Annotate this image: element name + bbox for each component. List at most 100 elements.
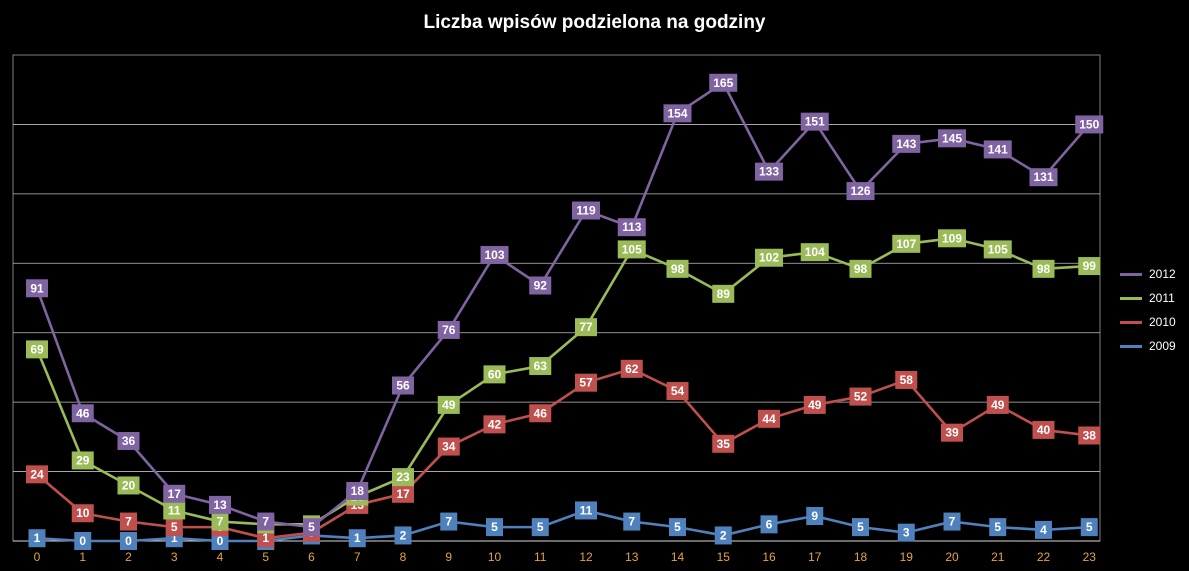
data-label: 76 <box>442 323 456 337</box>
data-label-box <box>529 404 552 423</box>
data-label-box <box>117 476 140 495</box>
data-label: 2 <box>720 528 727 542</box>
data-label: 7 <box>445 515 452 529</box>
series-line-2011 <box>35 236 1090 526</box>
data-label: 1 <box>34 531 41 545</box>
legend-swatch <box>1120 272 1142 276</box>
legend: 2012 2011 2010 2009 <box>1120 262 1176 358</box>
data-label-box <box>755 248 783 267</box>
legend-item-2009: 2009 <box>1120 334 1176 358</box>
data-label: 113 <box>622 220 642 234</box>
data-label-box <box>303 518 320 537</box>
data-label: 1 <box>262 531 269 545</box>
data-label: 0 <box>125 534 132 548</box>
data-label: 7 <box>125 515 132 529</box>
x-tick-label: 15 <box>717 550 731 564</box>
x-tick-label: 18 <box>854 550 868 564</box>
data-label: 11 <box>168 503 181 517</box>
data-label: 0 <box>79 534 86 548</box>
data-label: 46 <box>76 406 90 420</box>
data-label-box <box>1075 115 1104 134</box>
x-tick-label: 5 <box>262 550 269 564</box>
legend-swatch <box>1120 344 1142 348</box>
data-label-box <box>440 512 458 531</box>
data-label: 89 <box>717 287 731 301</box>
data-label: 98 <box>671 262 685 276</box>
data-label-box <box>849 259 872 278</box>
data-label: 7 <box>949 515 956 529</box>
data-label-box <box>483 365 506 384</box>
data-label: 102 <box>759 251 779 265</box>
data-label: 143 <box>896 137 916 151</box>
data-label: 11 <box>580 503 593 517</box>
x-tick-label: 0 <box>34 550 41 564</box>
data-label-box <box>666 382 689 401</box>
data-label: 40 <box>1037 423 1051 437</box>
x-tick-label: 7 <box>354 550 361 564</box>
data-label-box <box>1078 426 1101 445</box>
data-label-box <box>392 468 414 487</box>
data-label: 56 <box>396 378 410 392</box>
data-label: 46 <box>534 406 548 420</box>
data-label-box <box>120 512 137 531</box>
series-lines <box>35 81 1091 543</box>
data-label-box <box>209 495 231 514</box>
data-label-box <box>938 229 966 248</box>
data-label: 105 <box>622 242 642 256</box>
data-label-box <box>941 423 963 442</box>
legend-item-2011: 2011 <box>1120 286 1176 310</box>
data-label-box <box>1032 420 1055 439</box>
data-label: 13 <box>213 498 227 512</box>
data-label-box <box>26 279 48 298</box>
data-label: 119 <box>576 204 596 218</box>
x-tick-label: 8 <box>400 550 407 564</box>
data-label: 92 <box>534 279 548 293</box>
data-label: 60 <box>488 367 502 381</box>
legend-label: 2012 <box>1149 267 1176 281</box>
series-line-2010 <box>36 367 1090 540</box>
data-label: 17 <box>168 487 182 501</box>
data-label-box <box>211 512 229 531</box>
data-label-box <box>714 526 732 545</box>
data-label: 109 <box>942 231 962 245</box>
data-label: 103 <box>484 248 504 262</box>
data-label: 141 <box>988 142 1008 156</box>
data-label-box <box>620 359 643 378</box>
data-label: 42 <box>488 417 502 431</box>
data-label-box <box>897 523 915 542</box>
x-tick-label: 4 <box>217 550 224 564</box>
data-label-box <box>1078 257 1101 276</box>
data-label-box <box>392 376 414 395</box>
data-label-box <box>483 415 506 434</box>
data-label: 1 <box>171 531 178 545</box>
x-tick-label: 13 <box>625 550 639 564</box>
data-label-box <box>760 515 778 534</box>
data-label-box <box>712 284 735 303</box>
data-label: 98 <box>854 262 868 276</box>
data-label-box <box>800 243 829 262</box>
data-label-box <box>989 518 1007 537</box>
data-label: 69 <box>30 342 44 356</box>
x-tick-label: 1 <box>79 550 86 564</box>
data-label-box <box>943 512 961 531</box>
data-label-box <box>1032 259 1055 278</box>
data-label: 2 <box>400 528 407 542</box>
x-tick-label: 10 <box>488 550 502 564</box>
data-label: 5 <box>994 520 1001 534</box>
data-label: 77 <box>579 320 593 334</box>
x-tick-label: 23 <box>1083 550 1097 564</box>
data-label-box <box>257 529 275 548</box>
chart-title: Liczba wpisów podzielona na godziny <box>423 12 766 33</box>
data-label: 104 <box>805 245 825 259</box>
data-label-box <box>480 245 509 264</box>
x-tick-label: 11 <box>534 550 547 564</box>
legend-item-2012: 2012 <box>1120 262 1176 286</box>
data-label: 133 <box>759 165 779 179</box>
data-label: 38 <box>1083 428 1097 442</box>
data-label: 57 <box>579 376 593 390</box>
plot-area <box>12 54 1101 542</box>
data-label-box <box>120 532 137 550</box>
data-label: 91 <box>30 281 44 295</box>
legend-label: 2011 <box>1149 291 1175 305</box>
